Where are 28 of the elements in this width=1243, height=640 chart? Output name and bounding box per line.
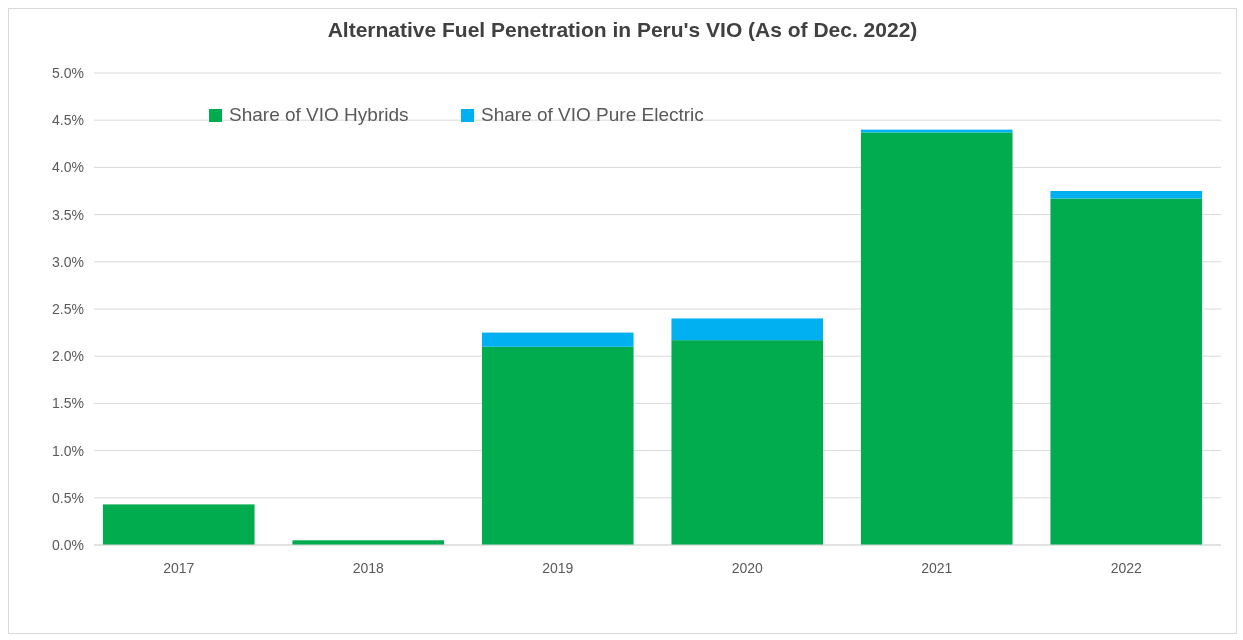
y-tick-label: 0.0% [52, 536, 84, 553]
x-tick-label: 2019 [542, 560, 574, 576]
bar [481, 346, 634, 545]
y-tick-label: 3.5% [52, 206, 84, 223]
y-tick-label: 4.5% [52, 112, 84, 129]
bar [671, 340, 824, 545]
y-tick-label: 2.0% [52, 348, 84, 365]
y-tick-label: 3.0% [52, 253, 84, 270]
y-tick-label: 1.5% [52, 395, 84, 412]
bar [671, 318, 824, 341]
bar [1050, 191, 1203, 199]
x-tick-label: 2017 [163, 560, 195, 576]
chart-title: Alternative Fuel Penetration in Peru's VIO (As of Dec. 2022) [327, 18, 918, 41]
y-tick-label: 0.5% [52, 489, 84, 506]
y-tick-label: 4.0% [52, 159, 84, 176]
legend-label: Share of VIO Pure Electric [481, 104, 704, 125]
y-tick-label: 5.0% [52, 64, 84, 81]
y-tick-label: 2.5% [52, 300, 84, 317]
x-tick-label: 2018 [352, 560, 385, 576]
x-tick-label: 2022 [1110, 560, 1143, 576]
legend-label: Share of VIO Hybrids [229, 104, 409, 125]
bar [1050, 198, 1203, 545]
bar [860, 132, 1013, 545]
bar [102, 504, 255, 545]
bar [481, 332, 634, 347]
x-tick-label: 2021 [921, 560, 953, 576]
y-tick-label: 1.0% [52, 442, 84, 459]
x-tick-label: 2020 [731, 560, 764, 576]
